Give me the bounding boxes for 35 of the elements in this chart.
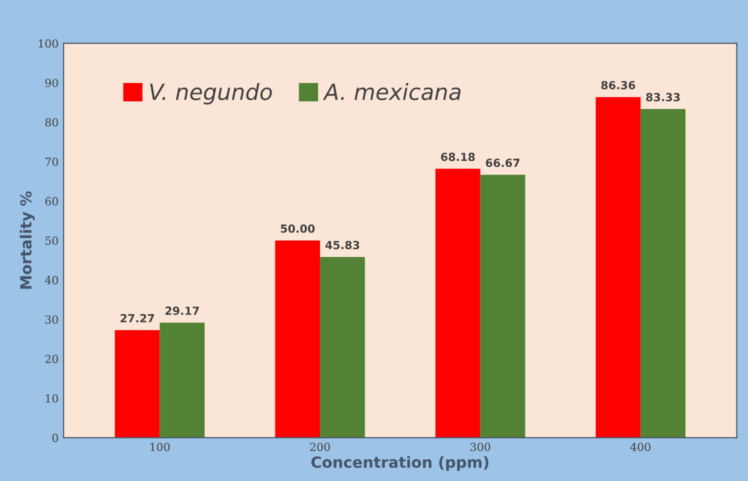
bar [596,97,641,438]
legend-label: A. mexicana [322,83,460,100]
x-tick-label: 400 [630,442,650,452]
y-tick-label: 40 [44,276,58,284]
bar [114,330,160,438]
y-tick-label: 80 [45,118,58,127]
data-label: 27.27 [120,314,154,322]
bar [320,256,365,438]
y-tick-label: 60 [45,197,58,206]
bar [435,168,480,438]
y-tick-label: 50 [46,236,58,245]
legend-label: V. negundo [150,83,272,105]
x-tick-label: 300 [470,442,490,452]
x-axis-title: Concentration (ppm) [311,456,488,471]
y-tick-label: 30 [45,315,58,324]
bar [160,322,205,438]
data-label: 50.00 [280,224,315,233]
x-tick-label: 100 [150,442,170,452]
data-label: 83.33 [646,92,680,102]
y-tick-label: 0 [52,434,58,442]
data-label: 45.83 [325,240,360,250]
x-tick-label: 200 [310,442,330,452]
y-tick-label: 70 [46,158,58,166]
y-tick-label: 100 [38,39,58,48]
y-axis-title: Mortality % [20,191,35,289]
y-tick-label: 10 [46,394,58,403]
bar [640,109,686,438]
data-label: 66.67 [486,158,520,168]
y-tick-label: 90 [45,78,58,88]
data-label: 68.18 [441,152,475,162]
bar [480,174,526,438]
data-label: 29.17 [166,306,199,315]
y-tick-label: 20 [45,354,58,364]
data-label: 86.36 [601,80,636,90]
bar [275,240,320,438]
